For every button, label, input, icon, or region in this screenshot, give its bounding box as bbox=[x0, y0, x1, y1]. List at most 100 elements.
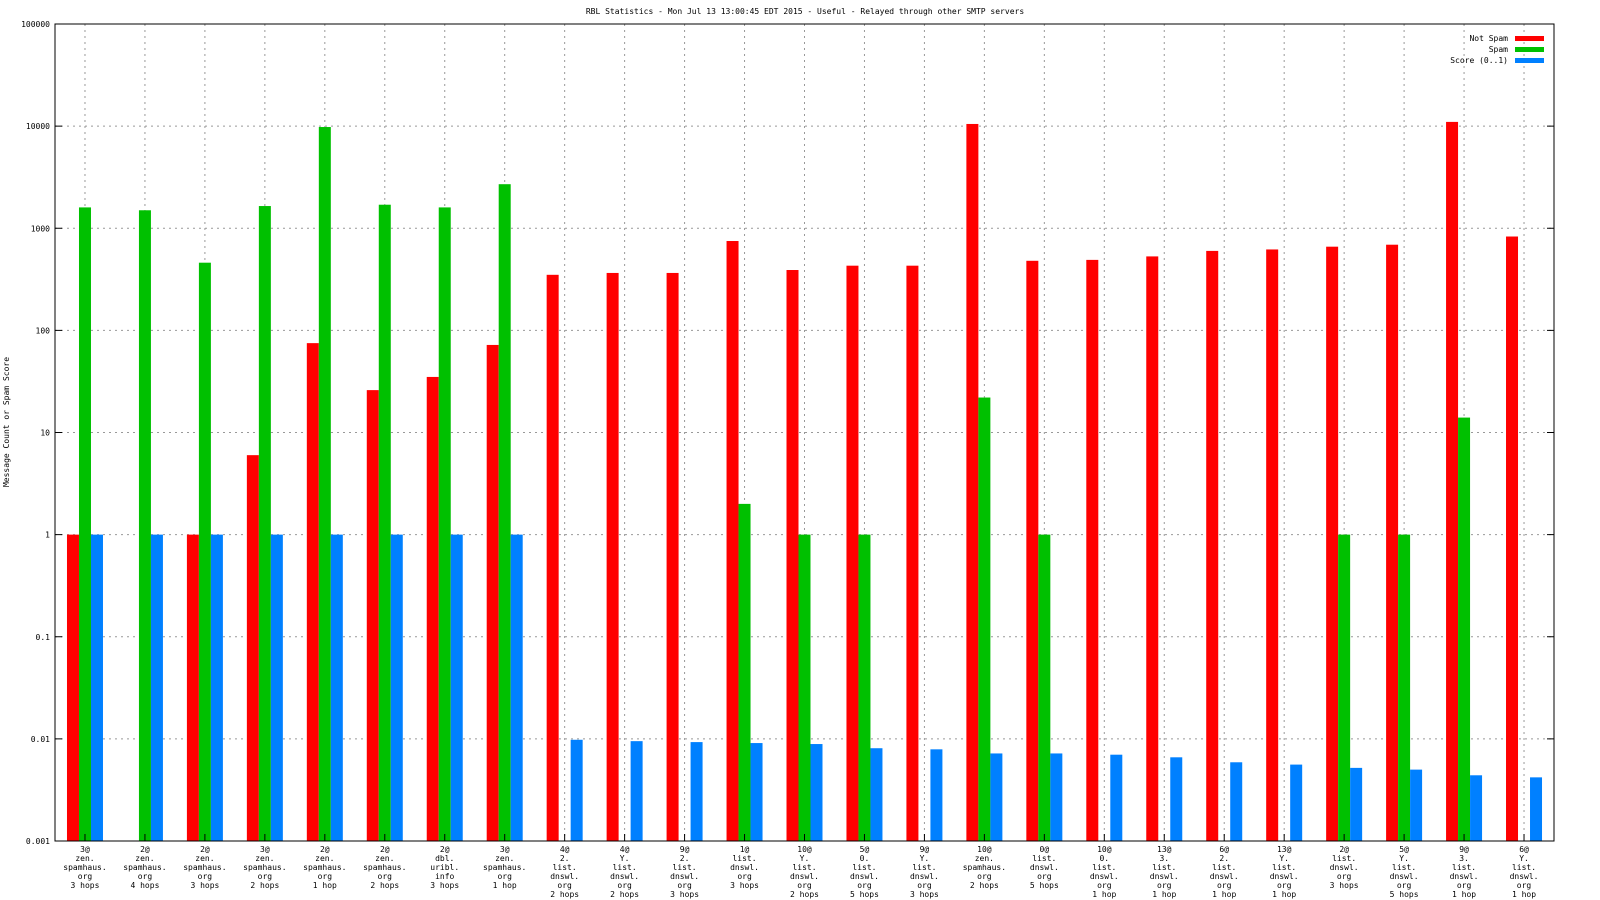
category-label-line: Y. bbox=[620, 854, 630, 863]
category-label-line: dnswl. bbox=[1210, 872, 1239, 881]
category-label-line: spamhaus. bbox=[963, 863, 1006, 872]
bar-score-0-1 bbox=[510, 534, 523, 841]
category-label-line: 2 hops bbox=[250, 881, 279, 890]
category-label-line: 10@ bbox=[1097, 845, 1112, 854]
category-label-line: dnswl. bbox=[1450, 872, 1479, 881]
category-label-line: org bbox=[1097, 881, 1112, 890]
category-label-line: zen. bbox=[495, 854, 514, 863]
category-label-line: org bbox=[138, 872, 153, 881]
bar-score-0-1 bbox=[930, 749, 943, 841]
category-label-line: dnswl. bbox=[910, 872, 939, 881]
category-label-line: list. bbox=[1392, 863, 1416, 872]
category-label-line: 5 hops bbox=[1030, 881, 1059, 890]
category-label-line: 9@ bbox=[920, 845, 930, 854]
legend-label: Not Spam bbox=[1469, 34, 1508, 43]
category-label: 4@ 2. list. dnswl. org 2 hops bbox=[550, 845, 579, 899]
category-label-line: dnswl. bbox=[1330, 863, 1359, 872]
category-label-line: info bbox=[435, 872, 454, 881]
category-label-line: zen. bbox=[135, 854, 154, 863]
bar-not-spam bbox=[1326, 246, 1339, 841]
bar-score-0-1 bbox=[1530, 777, 1543, 841]
category-label-line: org bbox=[797, 881, 812, 890]
category-label-line: 3. bbox=[1159, 854, 1169, 863]
category-label-line: org bbox=[557, 881, 572, 890]
category-label-line: 2@ bbox=[320, 845, 330, 854]
bar-score-0-1 bbox=[390, 534, 403, 841]
bar-spam bbox=[498, 184, 511, 842]
bar-spam bbox=[1458, 417, 1471, 841]
category-label-line: 3 hops bbox=[1330, 881, 1359, 890]
category-label: 9@ 3. list. dnswl. org 1 hop bbox=[1450, 845, 1479, 899]
bar-not-spam bbox=[906, 265, 919, 842]
category-label-line: 2@ bbox=[440, 845, 450, 854]
category-label-line: list. bbox=[553, 863, 577, 872]
legend-label: Spam bbox=[1489, 45, 1508, 54]
category-label-line: list. bbox=[1212, 863, 1236, 872]
bar-not-spam bbox=[366, 390, 379, 841]
bar-score-0-1 bbox=[210, 534, 223, 841]
y-tick-label: 10 bbox=[40, 429, 50, 438]
category-label-line: org bbox=[617, 881, 632, 890]
category-label-line: dnswl. bbox=[1150, 872, 1179, 881]
bar-score-0-1 bbox=[1170, 757, 1183, 841]
category-label-line: list. bbox=[1152, 863, 1176, 872]
category-label-line: 3 hops bbox=[430, 881, 459, 890]
category-label-line: list. bbox=[1332, 854, 1356, 863]
category-label: 10@ Y. list. dnswl. org 2 hops bbox=[790, 845, 819, 899]
category-label-line: 1 hop bbox=[1512, 890, 1536, 899]
bar-not-spam bbox=[1086, 259, 1099, 841]
bar-score-0-1 bbox=[630, 741, 643, 841]
bar-score-0-1 bbox=[1230, 762, 1243, 841]
category-label-line: list. bbox=[1272, 863, 1296, 872]
category-label-line: dnswl. bbox=[1510, 872, 1539, 881]
category-label-line: 1 hop bbox=[1152, 890, 1176, 899]
category-label-line: 3 hops bbox=[670, 890, 699, 899]
bar-spam bbox=[738, 503, 751, 841]
category-label-line: org bbox=[198, 872, 213, 881]
category-label-line: dnswl. bbox=[1270, 872, 1299, 881]
bar-not-spam bbox=[726, 241, 739, 841]
category-label-line: Y. bbox=[1519, 854, 1529, 863]
category-label-line: spamhaus. bbox=[303, 863, 346, 872]
category-label-line: 9@ bbox=[680, 845, 690, 854]
category-label-line: 2 hops bbox=[550, 890, 579, 899]
category-label-line: org bbox=[378, 872, 393, 881]
category-label-line: org bbox=[318, 872, 333, 881]
category-label-line: dnswl. bbox=[1030, 863, 1059, 872]
category-label-line: dbl. bbox=[435, 854, 454, 863]
category-label-line: zen. bbox=[255, 854, 274, 863]
bar-not-spam bbox=[1026, 260, 1039, 842]
category-label-line: 2 hops bbox=[370, 881, 399, 890]
category-label-line: dnswl. bbox=[1090, 872, 1119, 881]
category-label: 2@ zen. spamhaus. org 1 hop bbox=[303, 845, 346, 890]
category-label-line: org bbox=[78, 872, 93, 881]
y-tick-label: 100000 bbox=[21, 20, 50, 29]
bar-not-spam bbox=[426, 376, 439, 841]
category-label-line: uribl. bbox=[430, 863, 459, 872]
category-label-line: org bbox=[977, 872, 992, 881]
category-label-line: spamhaus. bbox=[63, 863, 106, 872]
category-label-line: zen. bbox=[315, 854, 334, 863]
category-label-line: Y. bbox=[1279, 854, 1289, 863]
category-label: 4@ Y. list. dnswl. org 2 hops bbox=[610, 845, 639, 899]
category-label-line: org bbox=[1217, 881, 1232, 890]
bar-not-spam bbox=[66, 534, 79, 841]
category-label-line: 1 hop bbox=[1212, 890, 1236, 899]
category-label-line: Y. bbox=[1399, 854, 1409, 863]
category-label: 2@ zen. spamhaus. org 2 hops bbox=[363, 845, 406, 890]
category-label: 13@ Y. list. dnswl. org 1 hop bbox=[1270, 845, 1299, 899]
category-label-line: dnswl. bbox=[1390, 872, 1419, 881]
category-label-line: spamhaus. bbox=[363, 863, 406, 872]
category-label-line: org bbox=[1037, 872, 1052, 881]
y-axis-label: Message Count or Spam Score bbox=[2, 357, 11, 487]
category-label: 10@ zen. spamhaus. org 2 hops bbox=[963, 845, 1006, 890]
y-axis-ticks: 0.001 0.01 0.1 1 10 100 1000 10000 100000 bbox=[21, 20, 1554, 846]
category-label-line: 5 hops bbox=[850, 890, 879, 899]
bar-score-0-1 bbox=[1290, 764, 1303, 841]
bar-score-0-1 bbox=[990, 753, 1003, 841]
bar-spam bbox=[78, 207, 91, 842]
category-label-line: 1 hop bbox=[493, 881, 517, 890]
bar-score-0-1 bbox=[270, 534, 283, 841]
bar-score-0-1 bbox=[690, 742, 703, 841]
